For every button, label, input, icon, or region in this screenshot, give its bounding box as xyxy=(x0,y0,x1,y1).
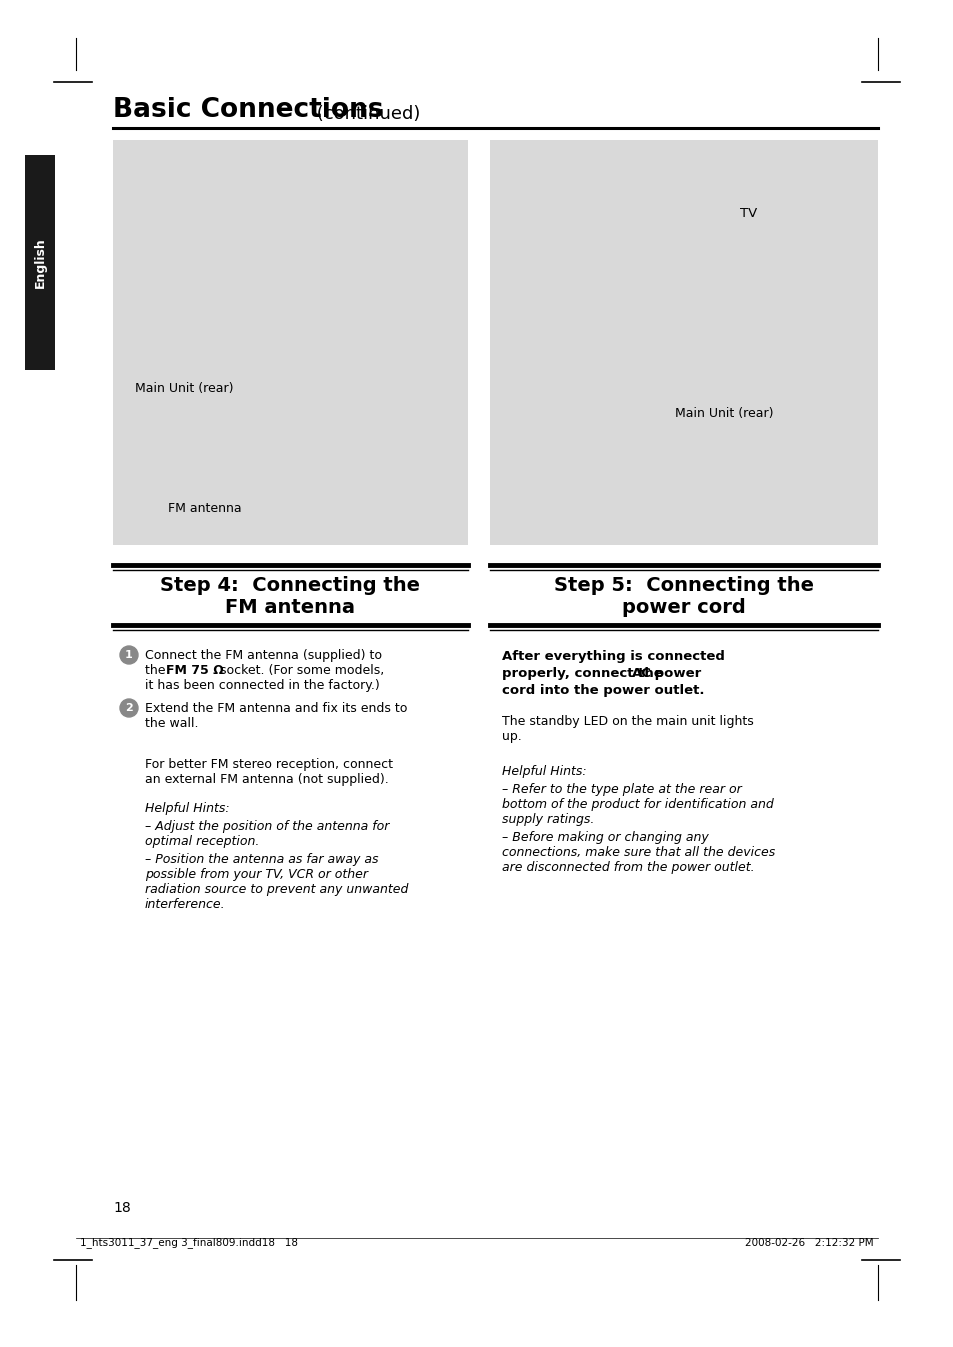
Text: up.: up. xyxy=(501,730,521,744)
Text: FM antenna: FM antenna xyxy=(168,502,241,515)
Text: socket. (For some models,: socket. (For some models, xyxy=(215,664,384,678)
Text: power cord: power cord xyxy=(621,598,745,617)
Text: properly, connect the: properly, connect the xyxy=(501,667,667,680)
Text: FM 75 Ω: FM 75 Ω xyxy=(166,664,224,678)
Text: English: English xyxy=(33,237,47,288)
Text: supply ratings.: supply ratings. xyxy=(501,814,594,826)
Text: Helpful Hints:: Helpful Hints: xyxy=(145,801,230,815)
Circle shape xyxy=(120,699,138,717)
Text: 2: 2 xyxy=(125,703,132,713)
Text: – Adjust the position of the antenna for: – Adjust the position of the antenna for xyxy=(145,820,389,832)
Text: an external FM antenna (not supplied).: an external FM antenna (not supplied). xyxy=(145,773,388,787)
Text: the wall.: the wall. xyxy=(145,717,198,730)
Text: – Position the antenna as far away as: – Position the antenna as far away as xyxy=(145,853,378,866)
Text: it has been connected in the factory.): it has been connected in the factory.) xyxy=(145,679,379,692)
Bar xyxy=(112,140,468,546)
Text: possible from your TV, VCR or other: possible from your TV, VCR or other xyxy=(145,867,368,881)
Text: power: power xyxy=(649,667,700,680)
Bar xyxy=(25,155,55,370)
Text: Basic Connections: Basic Connections xyxy=(112,97,383,123)
Bar xyxy=(490,140,877,546)
Text: cord into the power outlet.: cord into the power outlet. xyxy=(501,684,703,696)
Text: AC: AC xyxy=(631,667,651,680)
Text: For better FM stereo reception, connect: For better FM stereo reception, connect xyxy=(145,758,393,770)
Text: 18: 18 xyxy=(112,1202,131,1215)
Text: (continued): (continued) xyxy=(311,105,420,123)
Text: Extend the FM antenna and fix its ends to: Extend the FM antenna and fix its ends t… xyxy=(145,702,407,715)
Text: Main Unit (rear): Main Unit (rear) xyxy=(675,407,773,420)
Text: the: the xyxy=(145,664,170,678)
Text: Helpful Hints:: Helpful Hints: xyxy=(501,765,586,779)
Text: radiation source to prevent any unwanted: radiation source to prevent any unwanted xyxy=(145,884,408,896)
Text: After everything is connected: After everything is connected xyxy=(501,651,724,663)
Text: are disconnected from the power outlet.: are disconnected from the power outlet. xyxy=(501,861,754,874)
Text: FM antenna: FM antenna xyxy=(225,598,355,617)
Text: bottom of the product for identification and: bottom of the product for identification… xyxy=(501,797,773,811)
Text: Main Unit (rear): Main Unit (rear) xyxy=(135,383,233,395)
Text: optimal reception.: optimal reception. xyxy=(145,835,259,849)
Text: connections, make sure that all the devices: connections, make sure that all the devi… xyxy=(501,846,775,859)
Text: The standby LED on the main unit lights: The standby LED on the main unit lights xyxy=(501,715,753,727)
Text: TV: TV xyxy=(740,207,757,220)
Text: Step 5:  Connecting the: Step 5: Connecting the xyxy=(554,577,813,595)
Text: Connect the FM antenna (supplied) to: Connect the FM antenna (supplied) to xyxy=(145,649,381,661)
Text: 1: 1 xyxy=(125,651,132,660)
Text: 2008-02-26   2:12:32 PM: 2008-02-26 2:12:32 PM xyxy=(744,1238,873,1249)
Text: 1_hts3011_37_eng 3_final809.indd18   18: 1_hts3011_37_eng 3_final809.indd18 18 xyxy=(80,1237,297,1249)
Text: – Before making or changing any: – Before making or changing any xyxy=(501,831,708,845)
Text: interference.: interference. xyxy=(145,898,226,911)
Text: – Refer to the type plate at the rear or: – Refer to the type plate at the rear or xyxy=(501,783,741,796)
Circle shape xyxy=(120,647,138,664)
Text: Step 4:  Connecting the: Step 4: Connecting the xyxy=(160,577,420,595)
